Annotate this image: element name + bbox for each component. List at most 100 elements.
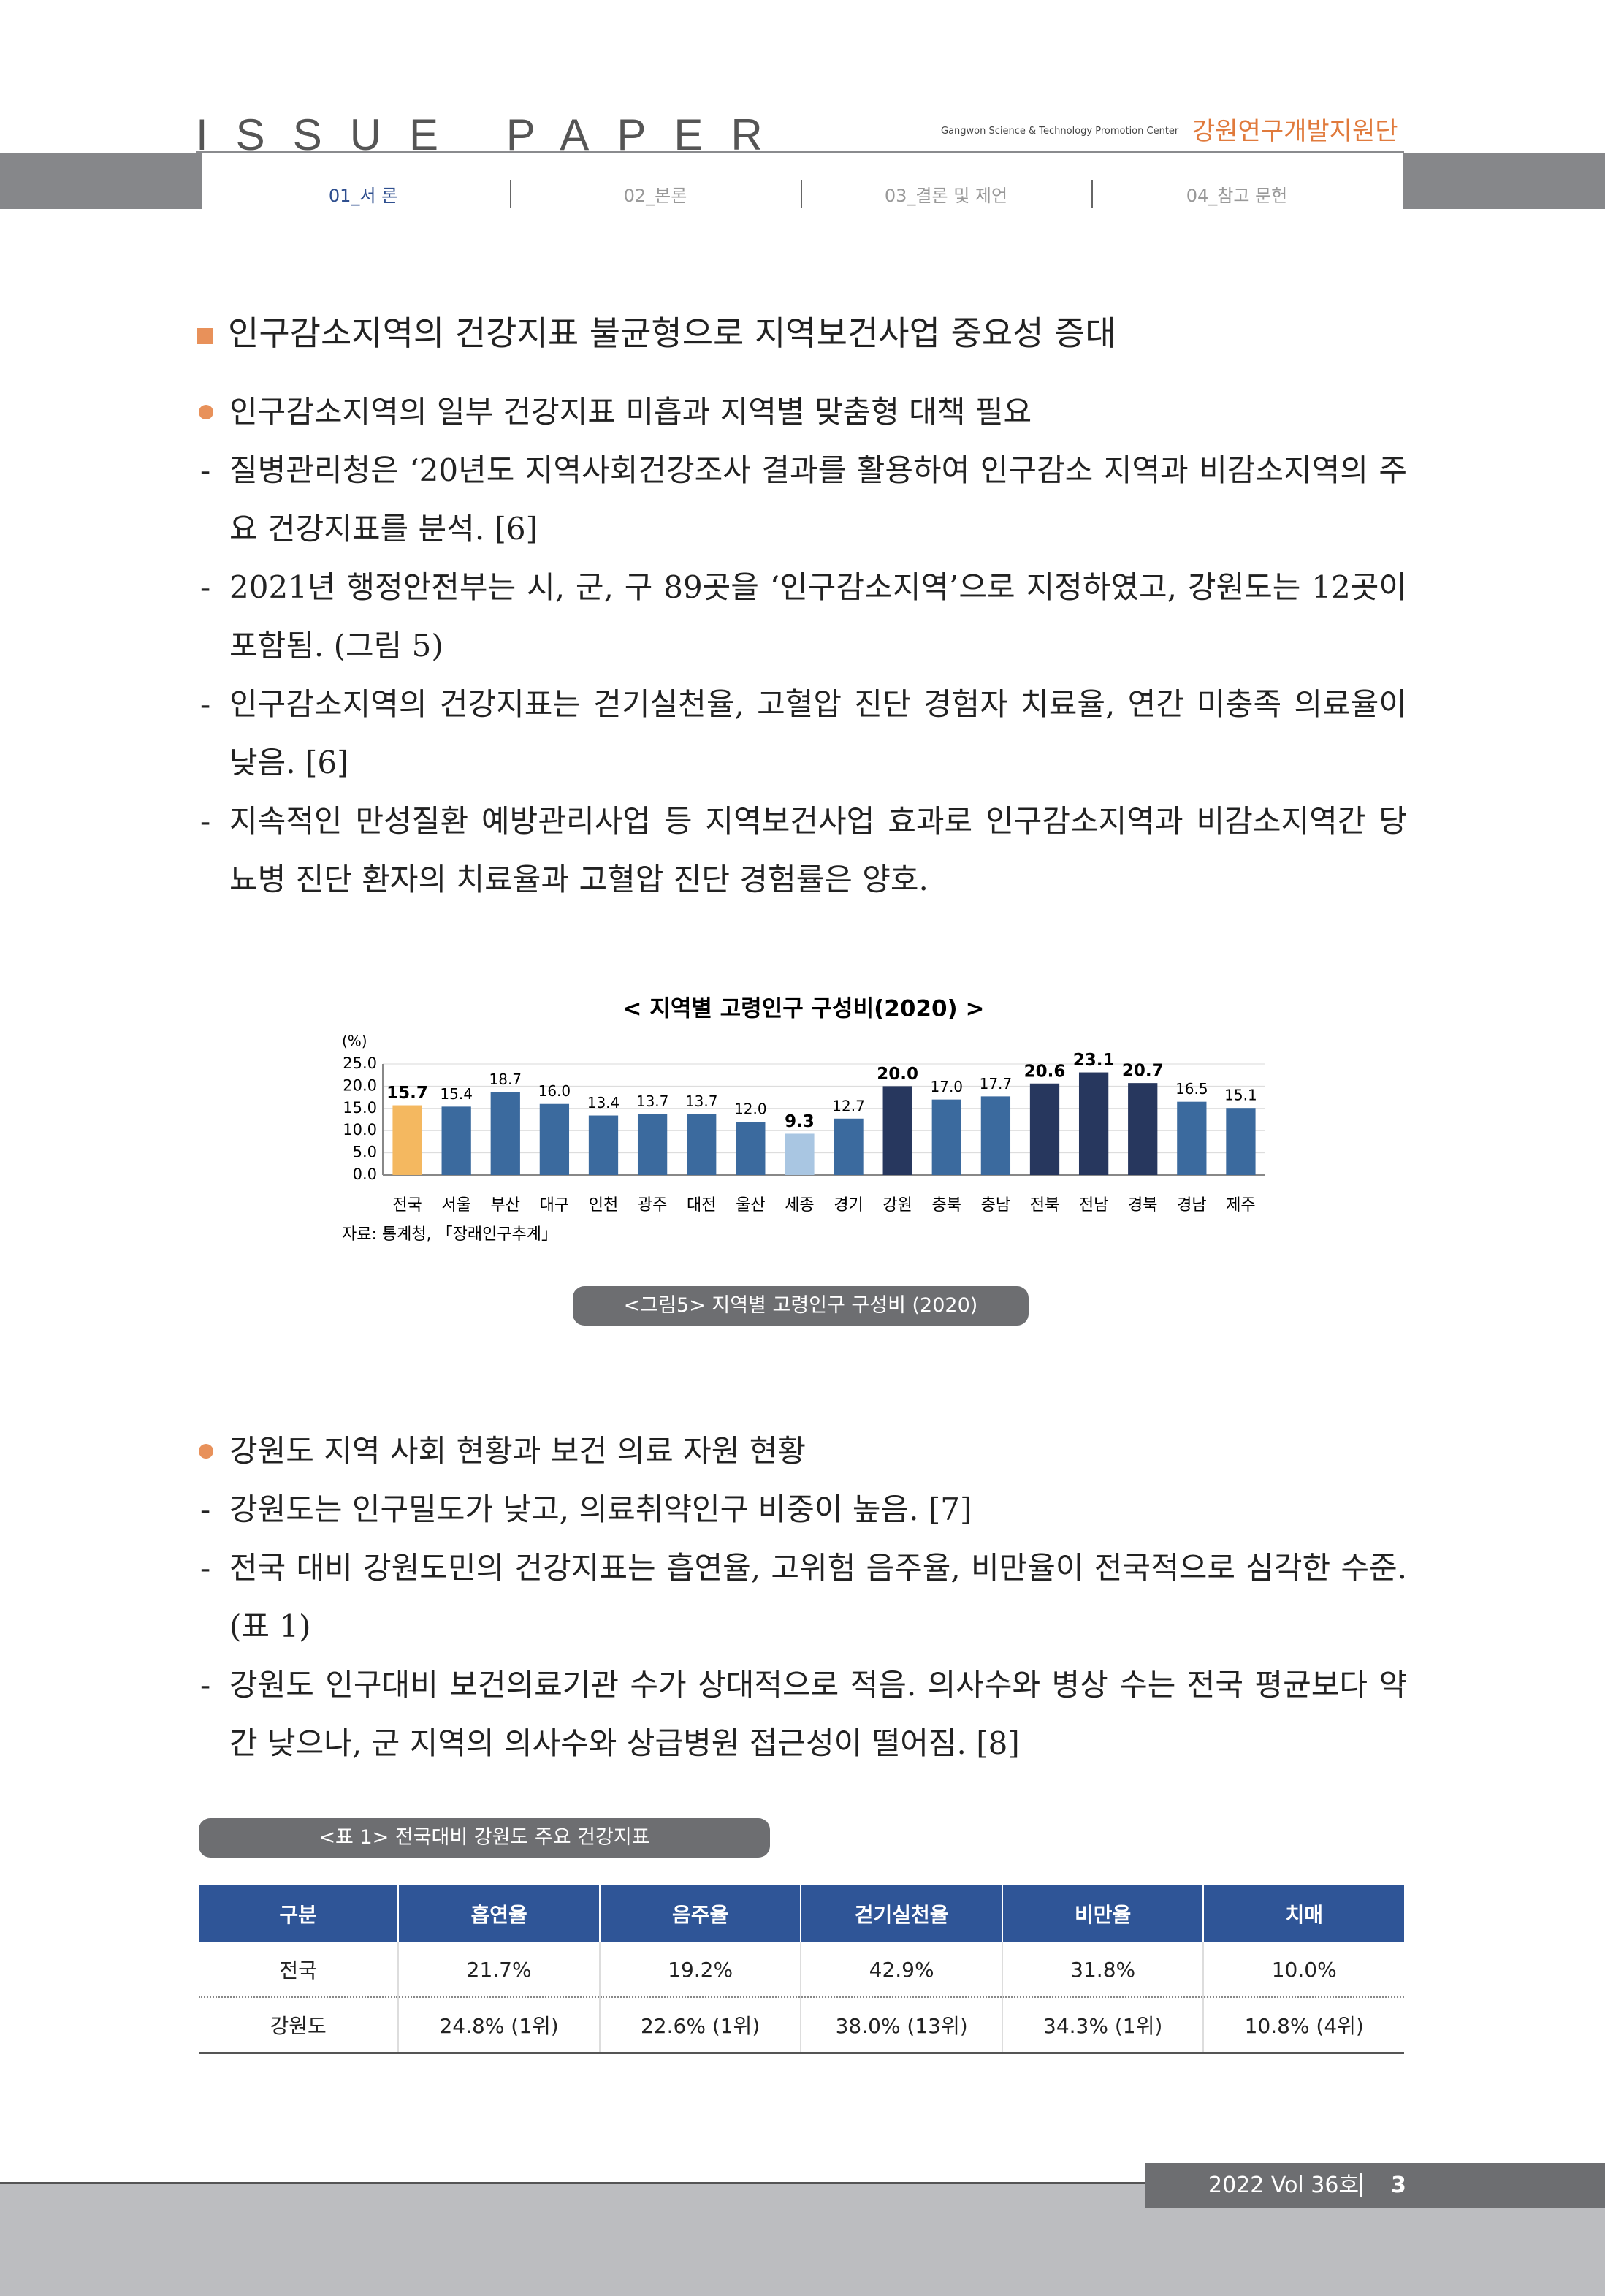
bar: [687, 1114, 717, 1175]
bullet-heading: 강원도 지역 사회 현황과 보건 의료 자원 현황: [197, 1422, 1407, 1480]
nav-separator: [1091, 180, 1093, 208]
bar: [785, 1133, 815, 1175]
table-cell: 10.8% (4위): [1202, 1997, 1404, 2054]
value-label: 17.0: [931, 1078, 964, 1095]
header-cell: 구분: [199, 1885, 399, 1942]
list-item: 전국 대비 강원도민의 건강지표는 흡연율, 고위험 음주율, 비만율이 전국적…: [197, 1539, 1407, 1656]
bar: [1226, 1108, 1256, 1175]
nav-band: [1403, 153, 1605, 209]
value-label: 20.7: [1122, 1062, 1164, 1081]
value-label: 12.7: [832, 1097, 865, 1114]
list-item: 인구감소지역의 건강지표는 걷기실천율, 고혈압 진단 경험자 치료율, 연간 …: [197, 675, 1407, 792]
source: 자료: 통계청, 「장래인구추계」: [342, 1225, 557, 1244]
bar: [1177, 1101, 1207, 1175]
nav-tab[interactable]: 01_서 론: [328, 186, 398, 206]
x-tick-label: 전북: [1030, 1196, 1059, 1214]
x-tick-label: 경남: [1177, 1196, 1206, 1214]
table-cell: 42.9%: [800, 1942, 1002, 1998]
x-tick-label: 제주: [1226, 1196, 1255, 1214]
bar: [392, 1105, 422, 1175]
bar: [1029, 1083, 1060, 1175]
nav-separator: [510, 180, 511, 208]
value-label: 15.7: [386, 1084, 428, 1103]
nav-tab[interactable]: 04_참고 문헌: [1186, 186, 1288, 206]
table-cell: 19.2%: [598, 1942, 801, 1998]
y-tick-label: 5.0: [353, 1144, 377, 1161]
list-item: 질병관리청은 ‘20년도 지역사회건강조사 결과를 활용하여 인구감소 지역과 …: [197, 441, 1407, 558]
data-table: 구분 흡연율 음주율 걷기실천율 비만율 치매 전국 21.7% 19.2% 42.9% 31.8%…: [199, 1885, 1404, 2054]
value-label: 16.5: [1175, 1080, 1208, 1098]
text-block: 인구감소지역의 일부 건강지표 미흡과 지역별 맞춤형 대책 필요질병관리청은 …: [197, 383, 1407, 909]
bar: [637, 1114, 668, 1175]
header-cell: 흡연율: [397, 1885, 600, 1942]
text-block: 강원도 지역 사회 현황과 보건 의료 자원 현황강원도는 인구밀도가 낮고, …: [197, 1422, 1407, 1773]
x-tick-label: 세종: [785, 1196, 814, 1214]
y-tick-label: 10.0: [343, 1121, 377, 1139]
y-tick-label: 0.0: [353, 1166, 377, 1183]
unit-label: (%): [342, 1033, 367, 1050]
value-label: 20.6: [1024, 1062, 1066, 1081]
value-label: 9.3: [785, 1112, 815, 1131]
table-cell: 38.0% (13위): [800, 1997, 1002, 2054]
list-item: 2021년 행정안전부는 시, 군, 구 89곳을 ‘인구감소지역’으로 지정하…: [197, 558, 1407, 675]
value-label: 17.7: [980, 1075, 1013, 1092]
table-row: 전국 21.7% 19.2% 42.9% 31.8% 10.0%: [199, 1942, 1404, 1998]
table-cell: 24.8% (1위): [397, 1997, 600, 2054]
bar: [1078, 1072, 1109, 1175]
list-item: 강원도 인구대비 보건의료기관 수가 상대적으로 적음. 의사수와 병상 수는 …: [197, 1656, 1407, 1773]
footer-separator: [1360, 2173, 1362, 2197]
x-tick-label: 부산: [491, 1196, 520, 1214]
figure-caption: <그림5> 지역별 고령인구 구성비 (2020): [573, 1286, 1029, 1326]
header-row: 구분 흡연율 음주율 걷기실천율 비만율 치매: [199, 1885, 1404, 1942]
header-cell: 걷기실천율: [800, 1885, 1002, 1942]
nav-tab[interactable]: 02_본론: [623, 186, 687, 206]
x-tick-label: 대전: [687, 1196, 716, 1214]
value-label: 18.7: [489, 1071, 522, 1088]
bullet-heading: 인구감소지역의 일부 건강지표 미흡과 지역별 맞춤형 대책 필요: [197, 383, 1407, 441]
x-tick-label: 강원: [882, 1196, 912, 1214]
table-cell: 10.0%: [1202, 1942, 1404, 1998]
org-name: 강원연구개발지원단: [1192, 117, 1398, 146]
value-label: 13.7: [636, 1092, 669, 1110]
value-label: 20.0: [877, 1065, 918, 1084]
x-tick-label: 경북: [1128, 1196, 1157, 1214]
table-caption: <표 1> 전국대비 강원도 주요 건강지표: [199, 1818, 770, 1858]
table-cell: 전국: [199, 1942, 399, 1998]
bar: [931, 1099, 961, 1175]
x-tick-label: 울산: [736, 1196, 765, 1214]
bar: [882, 1086, 912, 1175]
table-cell: 34.3% (1위): [1001, 1997, 1204, 2054]
table-cell: 31.8%: [1001, 1942, 1204, 1998]
table-cell: 21.7%: [397, 1942, 600, 1998]
bar: [980, 1096, 1011, 1175]
header-cell: 비만율: [1001, 1885, 1204, 1942]
x-tick-label: 전남: [1079, 1196, 1108, 1214]
x-tick-label: 전국: [392, 1196, 422, 1214]
x-tick-label: 광주: [638, 1196, 667, 1214]
value-label: 23.1: [1073, 1051, 1115, 1070]
section-title: 인구감소지역의 건강지표 불균형으로 지역보건사업 중요성 증대: [197, 307, 1116, 355]
issue-label: 2022 Vol 36호: [1208, 2173, 1360, 2198]
x-tick-label: 경기: [834, 1196, 863, 1214]
bar: [588, 1115, 619, 1175]
y-tick-label: 20.0: [343, 1076, 377, 1094]
nav-tab[interactable]: 03_결론 및 제언: [884, 186, 1008, 206]
x-tick-label: 충북: [932, 1196, 961, 1214]
bar: [490, 1092, 520, 1175]
page-number: 3: [1391, 2173, 1406, 2198]
value-label: 12.0: [734, 1101, 767, 1118]
chart-title: < 지역별 고령인구 구성비(2020) >: [623, 996, 985, 1022]
x-tick-label: 서울: [441, 1196, 470, 1214]
footer-rule: [0, 2182, 1605, 2184]
y-tick-label: 15.0: [343, 1099, 377, 1117]
org-english: Gangwon Science & Technology Promotion C…: [941, 126, 1179, 137]
header-cell: 치매: [1202, 1885, 1404, 1942]
value-label: 13.7: [685, 1092, 718, 1110]
table-row: 강원도 24.8% (1위) 22.6% (1위) 38.0% (13위) 34.3% …: [199, 1997, 1404, 2054]
bar: [1128, 1083, 1158, 1175]
value-label: 13.4: [587, 1094, 620, 1111]
nav-separator: [801, 180, 802, 208]
y-tick-label: 25.0: [343, 1054, 377, 1072]
